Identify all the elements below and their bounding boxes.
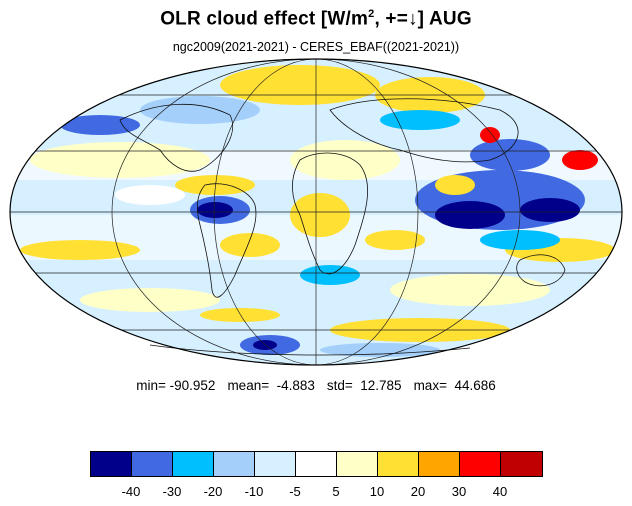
colorbar-box — [91, 452, 132, 476]
colorbar-box — [214, 452, 255, 476]
colorbar-box — [296, 452, 337, 476]
stat-mean: mean= -4.883 — [227, 378, 315, 393]
title-rest: , +=↓] AUG — [374, 8, 472, 30]
colorbar-box — [173, 452, 214, 476]
colorbar-box — [255, 452, 296, 476]
stat-max: max= 44.686 — [413, 378, 496, 393]
colorbar-label: 20 — [410, 484, 426, 499]
stat-min: min= -90.952 — [136, 378, 216, 393]
colorbar-label: 5 — [332, 484, 340, 499]
colorbar-labels: -40 -30 -20 -10 -5 5 10 20 30 40 — [0, 484, 632, 502]
plot-subtitle: ngc2009(2021-2021) - CERES_EBAF((2021-20… — [172, 40, 460, 54]
colorbar-box — [501, 452, 542, 476]
colorbar-label: -5 — [289, 484, 301, 499]
colorbar-box — [132, 452, 173, 476]
colorbar-label: 10 — [369, 484, 385, 499]
colorbar-box — [378, 452, 419, 476]
colorbar — [90, 451, 543, 477]
colorbar-box — [460, 452, 501, 476]
colorbar-label: 30 — [451, 484, 467, 499]
colorbar-label: -10 — [244, 484, 264, 499]
colorbar-label: 40 — [492, 484, 508, 499]
colorbar-label: -30 — [162, 484, 182, 499]
title-superscript: 2 — [368, 8, 375, 20]
colorbar-label: -40 — [121, 484, 141, 499]
map-border — [9, 58, 623, 366]
stat-std: std= 12.785 — [326, 378, 402, 393]
title-main: OLR cloud effect [W/m — [160, 8, 369, 30]
colorbar-box — [337, 452, 378, 476]
colorbar-label: -20 — [203, 484, 223, 499]
statistics-line: min= -90.952 mean= -4.883 std= 12.785 max= … — [0, 378, 632, 393]
colorbar-box — [419, 452, 460, 476]
plot-title: OLR cloud effect [W/m2, +=↓] AUG — [0, 8, 632, 30]
